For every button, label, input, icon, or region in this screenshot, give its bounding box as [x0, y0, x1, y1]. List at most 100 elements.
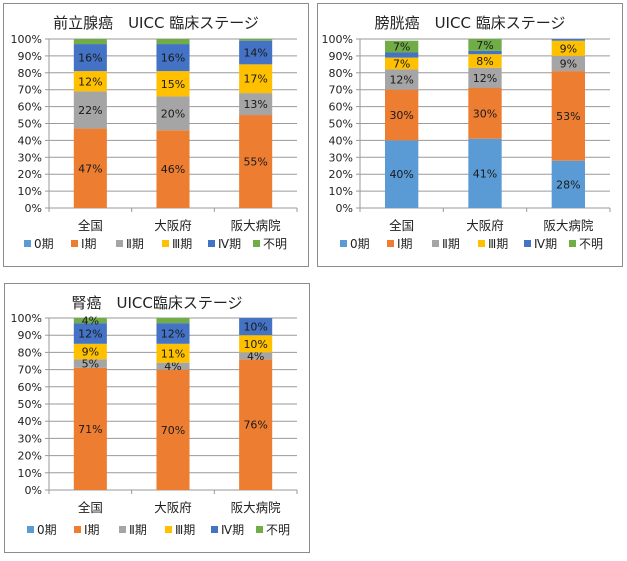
category-label: 全国	[389, 218, 414, 233]
data-label: 7%	[393, 58, 410, 71]
legend-label: 0期	[34, 237, 54, 251]
legend-swatch-stage3	[162, 240, 169, 247]
bar-segment-unknown	[468, 39, 502, 51]
data-label: 20%	[161, 107, 185, 120]
legend-swatch-stage3	[165, 526, 172, 533]
y-tick-label: 90%	[18, 50, 42, 63]
category-label: 大阪府	[154, 500, 192, 515]
data-label: 17%	[243, 73, 267, 86]
data-label: 12%	[78, 75, 102, 88]
bar-segment-stage2	[73, 359, 107, 368]
bar-segment-stage4	[156, 44, 190, 72]
bar-segment-stage3	[468, 54, 502, 68]
chart-title: 腎癌 UICC臨床ステージ	[71, 294, 242, 312]
category-label: 阪大病院	[231, 218, 282, 233]
legend-swatch-unknown	[253, 240, 260, 247]
bar-segment-stage3	[156, 71, 190, 97]
y-tick-label: 100%	[322, 33, 353, 46]
bar-segment-stage4	[385, 52, 419, 58]
legend-swatch-stage1	[71, 240, 78, 247]
legend-swatch-unknown	[569, 240, 576, 247]
legend-swatch-stage1	[387, 240, 394, 247]
legend-label: 0期	[37, 523, 57, 537]
bar-segment-stage1	[239, 359, 273, 490]
legend-label: Ⅰ期	[84, 523, 100, 537]
chart-title: 前立腺癌 UICC 臨床ステージ	[53, 14, 259, 32]
bar-segment-unknown	[385, 40, 419, 53]
category-label: 大阪府	[466, 218, 504, 233]
y-tick-label: 30%	[18, 151, 42, 164]
data-label: 10%	[243, 338, 267, 351]
legend-label: 不明	[579, 237, 603, 251]
legend-label: Ⅲ期	[488, 237, 508, 251]
bar-segment-stage0	[468, 138, 502, 208]
y-tick-label: 50%	[18, 398, 42, 411]
legend-label: Ⅰ期	[81, 237, 97, 251]
y-tick-label: 80%	[18, 67, 42, 80]
data-label: 55%	[243, 156, 267, 169]
data-label: 4%	[247, 350, 264, 363]
bar-segment-stage3	[551, 40, 585, 56]
category-label: 阪大病院	[231, 500, 282, 515]
bar-segment-stage1	[73, 367, 107, 490]
legend-label: Ⅰ期	[397, 237, 413, 251]
data-label: 41%	[473, 167, 497, 180]
bar-segment-stage2	[239, 352, 273, 360]
category-label: 全国	[78, 500, 103, 515]
bar-segment-stage3	[73, 71, 107, 92]
data-label: 5%	[82, 358, 99, 371]
legend-swatch-stage1	[74, 526, 81, 533]
legend-label: Ⅱ期	[442, 237, 460, 251]
data-label: 30%	[389, 109, 413, 122]
y-tick-label: 40%	[18, 415, 42, 428]
legend-label: Ⅲ期	[175, 523, 195, 537]
legend-swatch-stage4	[208, 240, 215, 247]
legend-label: Ⅳ期	[221, 523, 244, 537]
bar-segment-stage2	[468, 67, 502, 89]
data-label: 9%	[560, 58, 577, 71]
bar-segment-stage4	[239, 40, 273, 65]
data-label: 10%	[243, 321, 267, 334]
bar-segment-unknown	[73, 318, 107, 324]
bar-segment-stage3	[73, 343, 107, 360]
bar-segment-stage3	[239, 64, 273, 94]
bar-segment-stage4	[468, 50, 502, 55]
data-label: 12%	[161, 327, 185, 340]
legend-swatch-stage4	[524, 240, 531, 247]
bar-segment-unknown	[73, 39, 107, 45]
y-tick-label: 60%	[329, 101, 353, 114]
bar-segment-stage2	[551, 55, 585, 72]
chart-prostate-svg: 前立腺癌 UICC 臨床ステージ 0% 10% 20% 30% 40% 50% 60% 70% 8…	[11, 14, 298, 251]
legend-label: Ⅱ期	[126, 237, 144, 251]
data-label: 9%	[560, 42, 577, 55]
y-tick-label: 10%	[18, 185, 42, 198]
bar-segment-stage2	[156, 362, 190, 370]
y-tick-label: 40%	[329, 134, 353, 147]
legend-label: Ⅳ期	[534, 237, 557, 251]
legend-swatch-stage0	[340, 240, 347, 247]
category-label: 阪大病院	[543, 218, 594, 233]
data-label: 12%	[78, 327, 102, 340]
legend-swatch-stage4	[211, 526, 218, 533]
legend: 0期 Ⅰ期 Ⅱ期 Ⅲ期 Ⅳ期 不明	[340, 237, 603, 251]
y-tick-label: 20%	[18, 450, 42, 463]
data-label: 8%	[476, 55, 493, 68]
legend-swatch-stage2	[432, 240, 439, 247]
y-tick-label: 10%	[18, 467, 42, 480]
bar-segment-stage1	[468, 88, 502, 139]
data-label: 53%	[556, 110, 580, 123]
bar-segment-stage4	[156, 323, 190, 344]
data-label: 71%	[78, 423, 102, 436]
bar-segment-stage1	[156, 130, 190, 208]
data-label: 30%	[473, 107, 497, 120]
y-tick-label: 50%	[18, 118, 42, 131]
y-tick-label: 40%	[18, 134, 42, 147]
legend-swatch-stage0	[24, 240, 31, 247]
data-label: 47%	[78, 162, 102, 175]
chart-title: 膀胱癌 UICC 臨床ステージ	[375, 14, 566, 32]
legend-label: 不明	[263, 237, 287, 251]
data-label: 16%	[78, 52, 102, 65]
legend-swatch-stage0	[27, 526, 34, 533]
bar-segment-stage2	[73, 91, 107, 129]
data-label: 46%	[161, 163, 185, 176]
